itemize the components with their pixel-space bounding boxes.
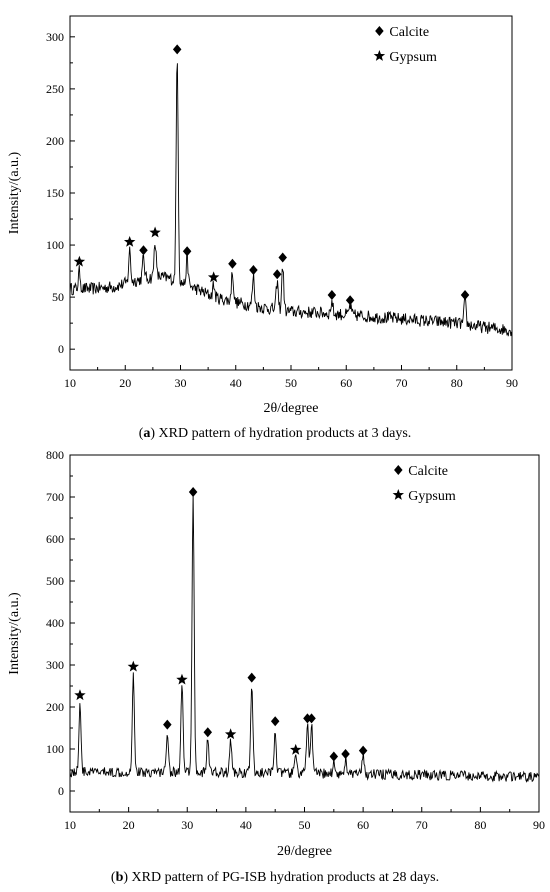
x-tick-label: 80 [474,818,486,832]
x-tick-label: 50 [299,818,311,832]
gypsum-peak-marker [123,235,136,247]
calcite-peak-marker [307,713,316,724]
calcite-peak-marker [188,486,198,497]
y-tick-label: 250 [46,82,64,96]
chart-a-y-axis-label: Intensity/(a.u.) [7,151,22,234]
gypsum-peak-marker [224,728,237,740]
calcite-peak-marker [139,245,148,256]
x-tick-label: 30 [181,818,193,832]
xrd-series-line [69,63,513,337]
legend-diamond-icon [375,26,384,36]
chart-a-caption-letter: a [143,426,150,441]
gypsum-peak-marker [290,743,302,755]
chart-a-x-ticks: 10 20 30 40 50 60 70 80 90 [64,365,518,390]
calcite-peak-marker [329,751,339,762]
chart-b-peak-markers [74,486,368,762]
y-tick-label: 400 [46,616,64,630]
calcite-peak-marker [345,295,355,306]
x-tick-label: 60 [357,818,369,832]
chart-b-caption-letter: b [116,870,124,885]
legend-star-icon [373,50,386,61]
chart-a-x-axis-label: 2θ/degree [264,401,319,416]
y-tick-label: 150 [46,186,64,200]
calcite-peak-marker [249,265,258,276]
legend-label-calcite: Calcite [408,464,448,479]
x-tick-label: 70 [416,818,428,832]
chart-b-y-ticks: 0 100 200 300 400 500 600 700 800 [46,448,75,798]
y-tick-label: 800 [46,448,64,462]
y-tick-label: 600 [46,532,64,546]
calcite-peak-marker [172,44,182,55]
chart-b-x-axis-label: 2θ/degree [277,844,332,859]
chart-b-legend: Calcite Gypsum [392,464,456,504]
calcite-peak-marker [460,290,470,301]
y-tick-label: 100 [46,742,64,756]
calcite-peak-marker [358,745,368,756]
chart-a-trace [69,63,513,337]
y-tick-label: 200 [46,134,64,148]
gypsum-peak-marker [207,271,220,283]
chart-a-caption: (a) XRD pattern of hydration products at… [139,426,412,441]
gypsum-peak-marker [149,226,161,238]
calcite-peak-marker [203,727,213,738]
x-tick-label: 80 [451,376,463,390]
calcite-peak-marker [163,719,172,730]
calcite-peak-marker [327,290,337,301]
y-tick-label: 700 [46,490,64,504]
x-tick-label: 10 [64,376,76,390]
calcite-peak-marker [278,252,287,263]
legend-diamond-icon [394,465,403,475]
gypsum-peak-marker [127,660,140,672]
calcite-peak-marker [247,672,256,683]
legend-label-gypsum: Gypsum [389,50,437,65]
y-tick-label: 0 [58,784,64,798]
chart-b-trace [69,493,539,783]
xrd-series-line [69,493,539,783]
y-tick-label: 200 [46,700,64,714]
chart-panel-a: 10 20 30 40 50 60 70 80 90 0 50 100 150 200 250 300 Ca… [7,15,518,441]
x-tick-label: 70 [396,376,408,390]
chart-b-x-ticks: 10 20 30 40 50 60 70 80 90 [64,807,545,832]
chart-a-legend: Calcite Gypsum [373,25,437,65]
calcite-peak-marker [182,246,192,257]
x-tick-label: 50 [285,376,297,390]
x-tick-label: 60 [340,376,352,390]
y-tick-label: 300 [46,30,64,44]
chart-b-y-axis-label: Intensity/(a.u.) [7,592,22,675]
x-tick-label: 10 [64,818,76,832]
y-tick-label: 300 [46,658,64,672]
calcite-peak-marker [228,258,237,269]
y-tick-label: 100 [46,238,64,252]
chart-a-peak-markers [73,44,470,306]
calcite-peak-marker [272,269,282,280]
x-tick-label: 40 [230,376,242,390]
y-tick-label: 0 [58,342,64,356]
chart-a-plot-frame [69,15,513,371]
chart-a-caption-text: XRD pattern of hydration products at 3 d… [159,426,412,441]
x-tick-label: 90 [533,818,545,832]
y-tick-label: 50 [52,290,64,304]
calcite-peak-marker [270,716,280,727]
gypsum-peak-marker [176,673,188,685]
gypsum-peak-marker [73,255,86,267]
chart-panel-b: 10 20 30 40 50 60 70 80 90 0 100 200 300 400 500 600 70… [7,448,545,885]
gypsum-peak-marker [74,689,86,701]
legend-star-icon [392,489,405,500]
legend-label-gypsum: Gypsum [408,489,456,504]
calcite-peak-marker [341,749,350,760]
x-tick-label: 90 [506,376,518,390]
legend-label-calcite: Calcite [389,25,429,40]
chart-b-caption: (b) XRD pattern of PG-ISB hydration prod… [111,870,439,885]
y-tick-label: 500 [46,574,64,588]
chart-b-plot-frame [69,454,540,813]
x-tick-label: 40 [240,818,252,832]
chart-a-y-ticks: 0 50 100 150 200 250 300 [46,30,75,356]
chart-b-caption-text: XRD pattern of PG-ISB hydration products… [132,870,440,885]
x-tick-label: 30 [175,376,187,390]
x-tick-label: 20 [123,818,135,832]
x-tick-label: 20 [119,376,131,390]
